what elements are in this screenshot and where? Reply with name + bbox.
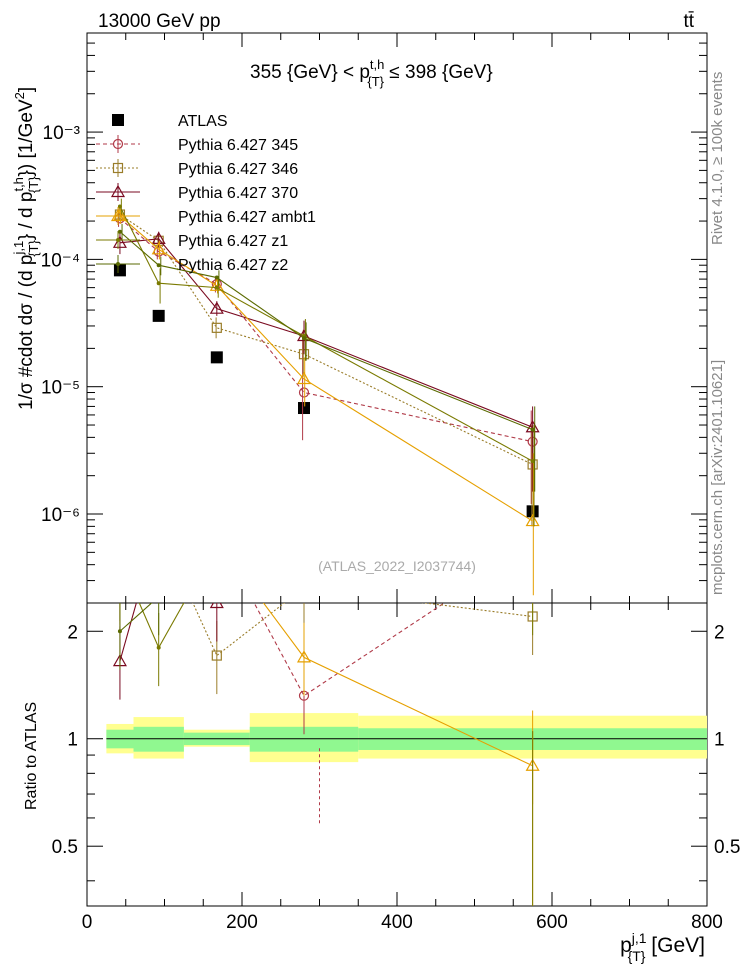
data-point xyxy=(209,301,224,314)
ratio-point xyxy=(302,534,306,538)
data-point xyxy=(302,336,306,341)
y-tick-label: 10⁻⁶ xyxy=(41,505,80,526)
ratio-point xyxy=(296,650,312,663)
legend-marker xyxy=(112,114,124,126)
ratio-y-tick-label-right: 0.5 xyxy=(714,837,740,858)
ratio-point xyxy=(209,603,224,609)
rivet-version-text: Rivet 4.1.0, ≥ 100k events xyxy=(709,72,726,245)
ratio-y-tick-label: 1 xyxy=(67,730,78,751)
ratio-line xyxy=(262,603,533,767)
x-tick-label: 800 xyxy=(691,912,723,933)
data-point xyxy=(298,387,310,398)
mcplots-source-text: mcplots.cern.ch [arXiv:2401.10621] xyxy=(709,360,726,595)
ratio-point xyxy=(215,514,219,518)
ratio-point xyxy=(114,580,126,591)
ratio-point xyxy=(212,529,221,538)
data-point xyxy=(214,275,219,280)
legend-label: Pythia 6.427 z1 xyxy=(178,233,288,250)
main-plot: 10⁻⁶ 10⁻⁵ 10⁻⁴ 10⁻³ xyxy=(41,32,708,604)
ratio-point xyxy=(115,588,124,597)
ratio-line xyxy=(119,603,153,632)
data-point xyxy=(209,278,224,291)
ratio-point xyxy=(115,578,124,587)
data-point xyxy=(210,351,223,364)
x-tick-label: 0 xyxy=(82,912,93,933)
legend-label: Pythia 6.427 z2 xyxy=(178,257,288,274)
ratio-line xyxy=(138,603,185,649)
y-tick-label: 10⁻³ xyxy=(43,123,81,144)
ratio-point xyxy=(211,534,223,545)
y-tick-label: 10⁻⁵ xyxy=(41,378,80,399)
ratio-series-group xyxy=(112,514,540,906)
data-point xyxy=(113,264,126,277)
ratio-point xyxy=(157,595,161,599)
legend: ATLAS Pythia 6.427 345 Pythia 6.427 346 Pyt… xyxy=(96,113,316,274)
x-axis-label: pj,1 {T} [GeV] xyxy=(620,930,705,964)
data-point xyxy=(151,242,166,255)
ratio-point xyxy=(154,554,163,563)
data-point xyxy=(525,513,540,527)
data-point xyxy=(214,285,219,290)
ratio-point xyxy=(153,548,165,559)
legend-label: Pythia 6.427 345 xyxy=(178,137,298,154)
y-tick-label: 10⁻⁴ xyxy=(41,250,80,271)
ratio-point xyxy=(215,543,219,547)
data-point xyxy=(156,281,161,286)
ratio-point xyxy=(302,543,306,547)
header-left: 13000 GeV pp xyxy=(98,11,221,32)
legend-marker xyxy=(110,184,126,198)
header-right: tt̄ xyxy=(683,11,694,32)
ratio-line xyxy=(192,603,533,657)
data-point xyxy=(298,402,310,415)
series-line xyxy=(119,217,533,443)
data-point xyxy=(525,420,540,433)
ratio-point xyxy=(118,556,122,560)
x-tick-label: 400 xyxy=(381,912,413,933)
data-point xyxy=(530,427,535,432)
analysis-watermark: (ATLAS_2022_I2037744) xyxy=(318,558,476,574)
legend-marker xyxy=(112,138,124,150)
ratio-point xyxy=(154,523,163,532)
data-point xyxy=(117,204,122,209)
ratio-y-tick-label: 2 xyxy=(67,622,78,643)
ratio-y-tick-label-right: 2 xyxy=(714,622,725,643)
data-point xyxy=(296,371,312,385)
data-point xyxy=(152,309,165,322)
main-ylabel: 1/σ #cdot dσ / (d pj,1{T}} / d pt,h{T}})… xyxy=(11,87,41,410)
data-point xyxy=(526,505,539,518)
data-point xyxy=(117,229,122,234)
ratio-point xyxy=(531,595,535,599)
legend-label: ATLAS xyxy=(178,113,228,130)
ratio-point xyxy=(156,645,161,650)
legend-marker xyxy=(116,238,120,242)
ratio-plot: 0 200 400 600 800 0.5 0.5 1 1 2 2 xyxy=(52,514,740,933)
x-tick-label: 600 xyxy=(536,912,568,933)
data-point xyxy=(296,328,312,342)
ratio-point xyxy=(528,540,537,549)
x-tick-label: 200 xyxy=(226,912,258,933)
ratio-y-tick-label: 0.5 xyxy=(52,837,78,858)
data-point xyxy=(211,322,222,333)
data-point xyxy=(156,263,161,268)
ratio-ylabel: Ratio to ATLAS xyxy=(23,702,40,810)
data-point xyxy=(112,235,127,248)
ratio-point xyxy=(300,583,309,592)
legend-marker xyxy=(112,162,124,174)
legend-marker xyxy=(110,208,126,222)
ratio-point xyxy=(153,518,165,529)
ratio-point xyxy=(211,650,222,661)
main-series-group xyxy=(112,198,540,596)
legend-label: Pythia 6.427 370 xyxy=(178,185,298,202)
legend-marker xyxy=(116,262,120,266)
legend-label: Pythia 6.427 346 xyxy=(178,161,298,178)
ratio-line xyxy=(119,603,218,662)
ratio-y-tick-label-right: 1 xyxy=(714,730,725,751)
data-point xyxy=(530,459,535,464)
ratio-point xyxy=(298,534,310,545)
ratio-point xyxy=(117,629,122,634)
legend-label: Pythia 6.427 ambt1 xyxy=(178,209,316,226)
plot-title: 355 {GeV} < pt,h {T} ≤ 398 {GeV} xyxy=(250,57,493,89)
